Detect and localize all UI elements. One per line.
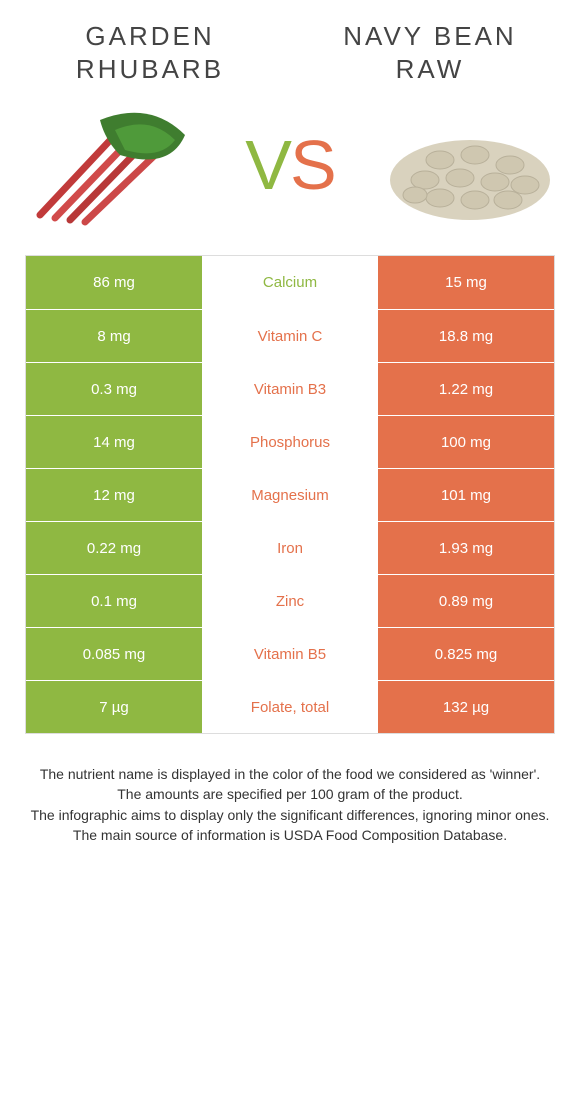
table-row: 0.3 mgVitamin B31.22 mg	[26, 362, 554, 415]
left-value: 0.3 mg	[26, 363, 202, 415]
navy-bean-icon	[380, 100, 560, 230]
right-food-title: NAVY BEAN RAW	[290, 20, 570, 85]
table-row: 86 mgCalcium15 mg	[26, 256, 554, 309]
nutrient-name: Vitamin B3	[202, 363, 378, 415]
right-value: 132 µg	[378, 681, 554, 733]
nutrient-table: 86 mgCalcium15 mg8 mgVitamin C18.8 mg0.3…	[25, 255, 555, 734]
right-value: 18.8 mg	[378, 310, 554, 362]
right-value: 0.89 mg	[378, 575, 554, 627]
right-title-line1: NAVY BEAN	[343, 21, 516, 51]
versus-row: VS	[0, 95, 580, 255]
left-value: 0.085 mg	[26, 628, 202, 680]
right-value: 1.22 mg	[378, 363, 554, 415]
left-value: 12 mg	[26, 469, 202, 521]
rhubarb-icon	[20, 100, 200, 230]
left-value: 0.1 mg	[26, 575, 202, 627]
right-value: 101 mg	[378, 469, 554, 521]
table-row: 0.22 mgIron1.93 mg	[26, 521, 554, 574]
vs-s-letter: S	[290, 126, 335, 204]
left-value: 8 mg	[26, 310, 202, 362]
table-row: 7 µgFolate, total132 µg	[26, 680, 554, 733]
left-value: 0.22 mg	[26, 522, 202, 574]
footnotes: The nutrient name is displayed in the co…	[30, 764, 550, 845]
left-title-line1: GARDEN	[85, 21, 214, 51]
vs-label: VS	[245, 125, 334, 205]
nutrient-name: Vitamin C	[202, 310, 378, 362]
left-food-title: GARDEN RHUBARB	[10, 20, 290, 85]
nutrient-name: Magnesium	[202, 469, 378, 521]
table-row: 0.1 mgZinc0.89 mg	[26, 574, 554, 627]
right-value: 15 mg	[378, 256, 554, 309]
left-value: 14 mg	[26, 416, 202, 468]
table-row: 0.085 mgVitamin B50.825 mg	[26, 627, 554, 680]
right-value: 0.825 mg	[378, 628, 554, 680]
nutrient-name: Calcium	[202, 256, 378, 309]
nutrient-name: Folate, total	[202, 681, 378, 733]
footnote-1: The nutrient name is displayed in the co…	[30, 764, 550, 784]
footnote-4: The main source of information is USDA F…	[30, 825, 550, 845]
title-row: GARDEN RHUBARB NAVY BEAN RAW	[0, 0, 580, 95]
nutrient-name: Zinc	[202, 575, 378, 627]
table-row: 8 mgVitamin C18.8 mg	[26, 309, 554, 362]
nutrient-name: Iron	[202, 522, 378, 574]
right-title-line2: RAW	[396, 54, 465, 84]
left-value: 86 mg	[26, 256, 202, 309]
footnote-3: The infographic aims to display only the…	[30, 805, 550, 825]
nutrient-name: Phosphorus	[202, 416, 378, 468]
right-value: 100 mg	[378, 416, 554, 468]
right-value: 1.93 mg	[378, 522, 554, 574]
left-value: 7 µg	[26, 681, 202, 733]
left-title-line2: RHUBARB	[76, 54, 224, 84]
table-row: 14 mgPhosphorus100 mg	[26, 415, 554, 468]
table-row: 12 mgMagnesium101 mg	[26, 468, 554, 521]
nutrient-name: Vitamin B5	[202, 628, 378, 680]
footnote-2: The amounts are specified per 100 gram o…	[30, 784, 550, 804]
vs-v-letter: V	[245, 126, 290, 204]
